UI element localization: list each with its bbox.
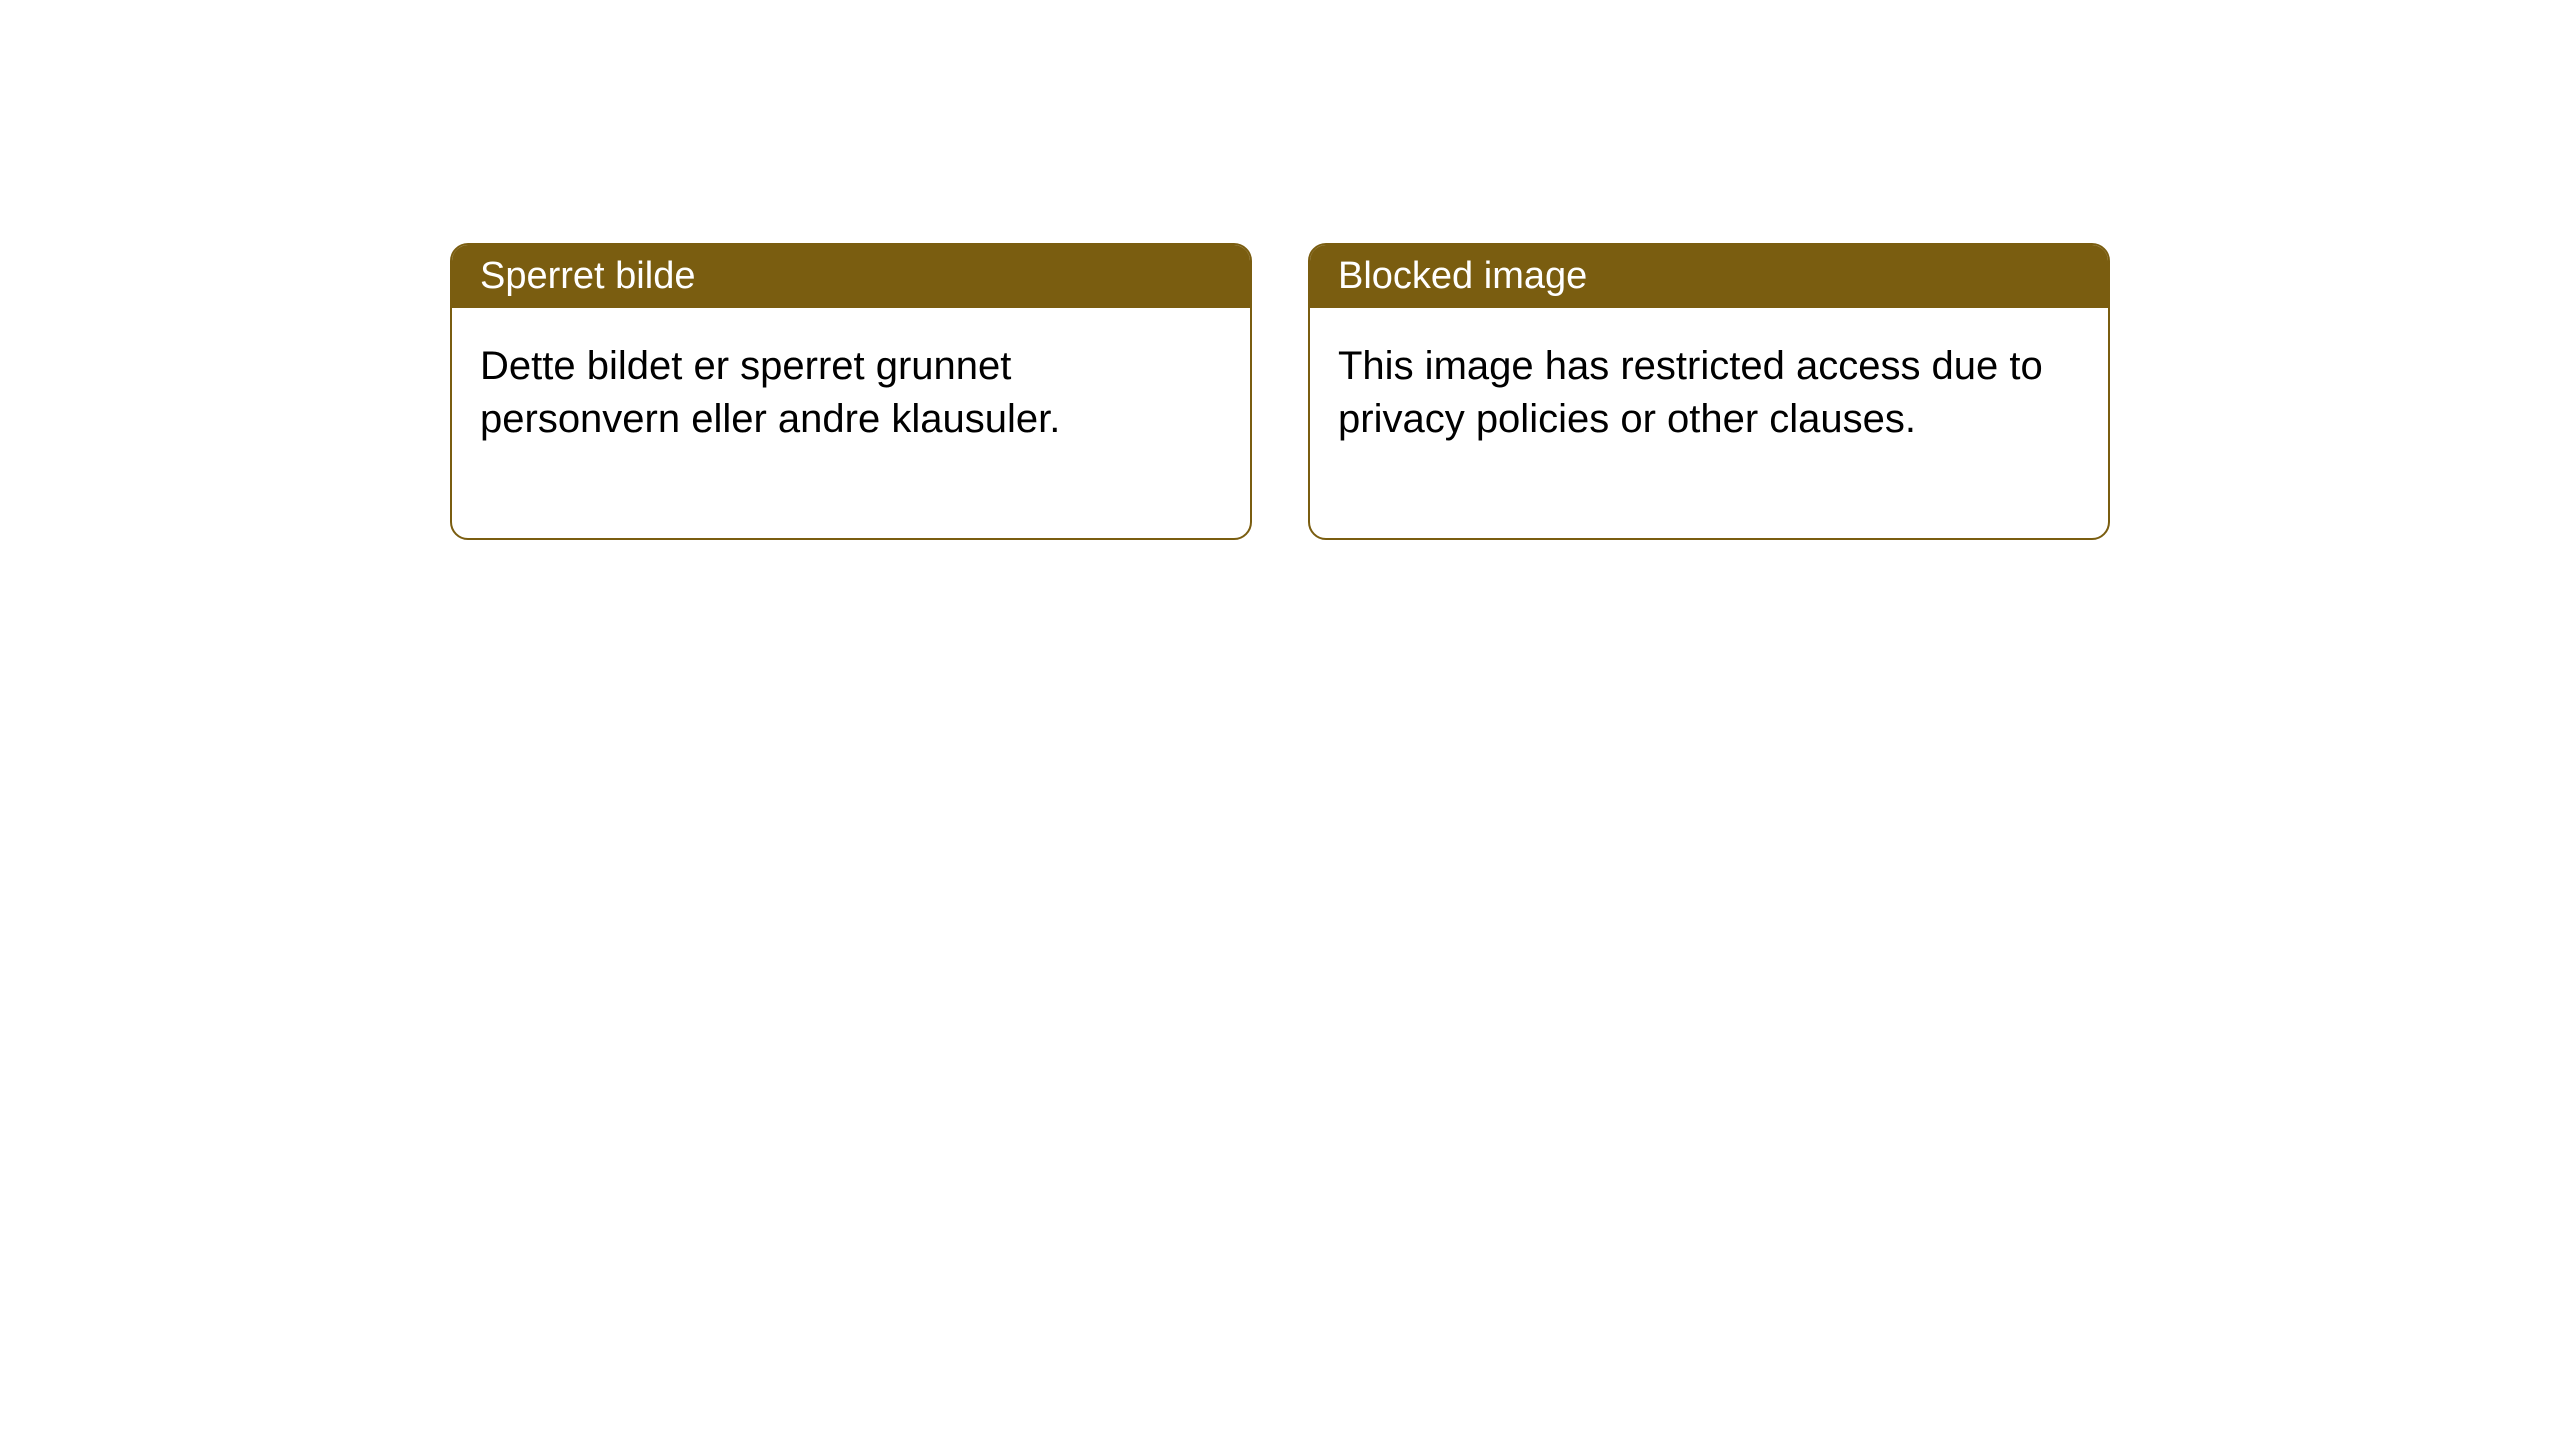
card-body: Dette bildet er sperret grunnet personve…: [452, 308, 1250, 538]
blocked-image-card-no: Sperret bilde Dette bildet er sperret gr…: [450, 243, 1252, 540]
blocked-image-card-en: Blocked image This image has restricted …: [1308, 243, 2110, 540]
card-body: This image has restricted access due to …: [1310, 308, 2108, 538]
card-body-text: Dette bildet er sperret grunnet personve…: [480, 344, 1060, 441]
card-header-text: Blocked image: [1338, 255, 1587, 297]
notice-cards-container: Sperret bilde Dette bildet er sperret gr…: [0, 0, 2560, 540]
card-header: Sperret bilde: [452, 245, 1250, 308]
card-header-text: Sperret bilde: [480, 255, 695, 297]
card-header: Blocked image: [1310, 245, 2108, 308]
card-body-text: This image has restricted access due to …: [1338, 344, 2043, 441]
